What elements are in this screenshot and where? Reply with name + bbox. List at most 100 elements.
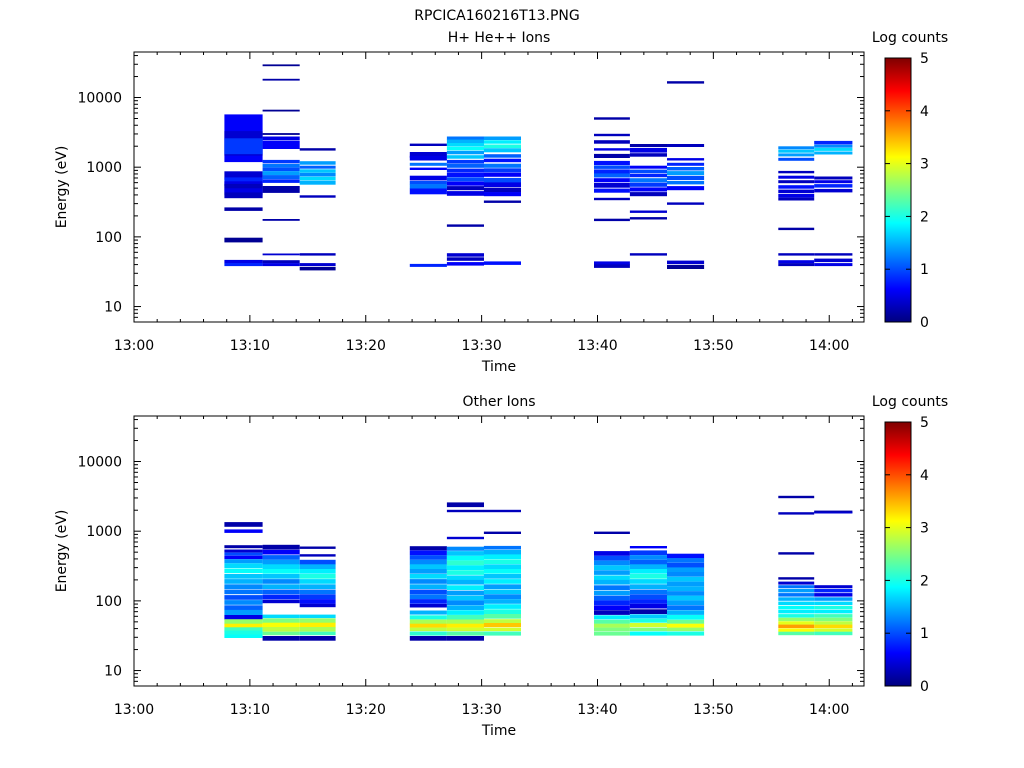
heatmap-cell: [262, 564, 300, 569]
heatmap-cell: [446, 546, 484, 551]
heatmap-cell: [224, 559, 263, 564]
heatmap-cell: [483, 574, 521, 579]
heatmap-cell: [446, 146, 484, 151]
heatmap-cell: [814, 188, 853, 193]
heatmap-cell: [224, 609, 263, 616]
heatmap-cell: [262, 584, 300, 589]
heatmap-cell: [483, 177, 521, 183]
x-tick-label: 14:00: [809, 702, 849, 718]
heatmap-cell: [224, 627, 263, 632]
heatmap-cell: [667, 605, 705, 610]
heatmap-cell: [778, 189, 815, 194]
heatmap-cell: [814, 253, 853, 256]
heatmap-cell: [299, 636, 336, 641]
y-tick-label: 10: [104, 300, 122, 316]
heatmap-cell: [629, 614, 667, 619]
heatmap-cell: [594, 169, 630, 174]
heatmap-cell: [594, 585, 630, 590]
heatmap-cell: [629, 589, 667, 595]
heatmap-cell: [224, 549, 263, 553]
heatmap-cell: [667, 581, 705, 587]
heatmap-cell: [483, 564, 521, 569]
heatmap-cell: [409, 180, 447, 185]
heatmap-cell: [594, 218, 630, 222]
heatmap-cell: [446, 555, 484, 561]
colorbar-tick-label: 5: [920, 51, 929, 67]
heatmap-cell: [594, 627, 630, 632]
heatmap-cell: [299, 253, 336, 256]
heatmap-cell: [778, 552, 815, 555]
heatmap-cell: [409, 263, 447, 267]
heatmap-cell: [814, 144, 853, 148]
heatmap-cells: [224, 495, 853, 641]
colorbar-tick-label: 0: [920, 679, 929, 695]
heatmap-cell: [409, 162, 447, 166]
heatmap-cell: [299, 263, 336, 267]
heatmap-cell: [299, 603, 336, 608]
heatmap-cell: [446, 627, 484, 632]
heatmap-cell: [409, 546, 447, 551]
heatmap-cell: [483, 631, 521, 636]
heatmap-cell: [262, 260, 300, 264]
heatmap-cell: [483, 144, 521, 148]
heatmap-cell: [224, 207, 263, 211]
heatmap-cell: [446, 502, 484, 508]
heatmap-cell: [224, 138, 263, 155]
heatmap-cell: [814, 511, 853, 514]
heatmap-cell: [667, 175, 705, 180]
heatmap-cell: [483, 614, 521, 619]
heatmap-cell: [446, 560, 484, 566]
heatmap-cell: [262, 64, 300, 67]
heatmap-cell: [299, 627, 336, 632]
heatmap-cell: [629, 564, 667, 569]
heatmap-cell: [778, 263, 815, 267]
heatmap-cell: [778, 609, 815, 614]
heatmap-cell: [629, 631, 667, 636]
heatmap-cell: [224, 263, 263, 267]
heatmap-cell: [483, 172, 521, 177]
heatmap-cell: [778, 227, 815, 231]
heatmap-cell: [262, 78, 300, 81]
heatmap-cell: [262, 589, 300, 595]
heatmap-cell: [483, 192, 521, 197]
heatmap-cell: [778, 585, 815, 589]
heatmap-cell: [409, 599, 447, 604]
colorbar-tick-label: 5: [920, 415, 929, 431]
heatmap-cell: [446, 551, 484, 556]
heatmap-cell: [778, 197, 815, 201]
heatmap-cell: [446, 600, 484, 606]
heatmap-cell: [594, 551, 630, 556]
heatmap-cell: [667, 562, 705, 568]
heatmap-cell: [667, 591, 705, 596]
heatmap-cell: [262, 136, 300, 140]
heatmap-cell: [667, 572, 705, 577]
colorbar-label: Log counts: [872, 30, 948, 46]
heatmap-cell: [224, 183, 263, 193]
heatmap-cell: [667, 186, 705, 191]
x-tick-label: 13:10: [230, 338, 270, 354]
heatmap-cell: [594, 615, 630, 620]
heatmap-cell: [262, 133, 300, 135]
heatmap-cell: [667, 567, 705, 573]
heatmap-cell: [667, 595, 705, 601]
heatmap-cell: [629, 253, 667, 256]
y-tick-label: 10000: [77, 455, 122, 471]
heatmap-cell: [667, 586, 705, 591]
x-tick-label: 13:20: [346, 702, 386, 718]
heatmap-cell: [262, 549, 300, 555]
heatmap-cell: [629, 618, 667, 623]
heatmap-cell: [814, 593, 853, 597]
heatmap-cell: [629, 609, 667, 614]
heatmap-cell: [262, 599, 300, 604]
heatmap-cell: [629, 182, 667, 187]
heatmap-cell: [409, 615, 447, 620]
heatmap-cell: [224, 619, 263, 625]
heatmap-cell: [629, 210, 667, 213]
heatmap-cell: [778, 614, 815, 618]
x-tick-label: 13:10: [230, 702, 270, 718]
colorbar: [884, 421, 912, 687]
heatmap-cell: [409, 569, 447, 574]
heatmap-cell: [667, 260, 705, 265]
heatmap-cell: [299, 574, 336, 579]
heatmap-cell: [629, 599, 667, 604]
